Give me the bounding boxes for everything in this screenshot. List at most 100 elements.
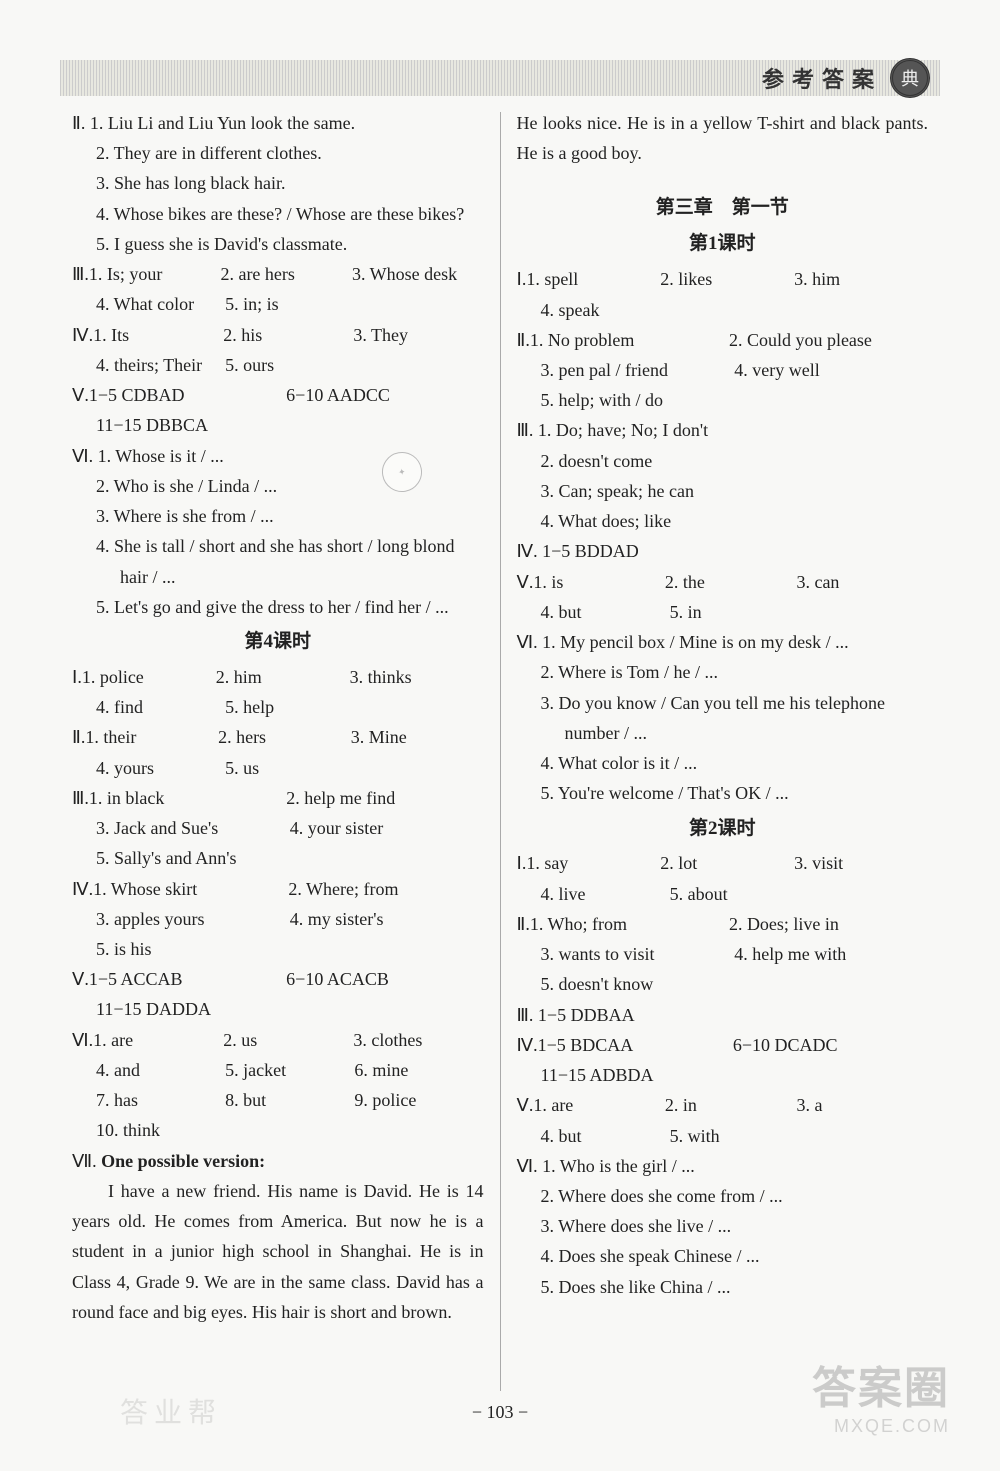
t: 2. lot — [660, 848, 794, 878]
t: 5. help — [225, 692, 354, 722]
s3: Ⅲ. 1. Do; have; No; I don't 2. doesn't c… — [517, 415, 929, 536]
lesson2-title: 第2课时 — [517, 813, 929, 845]
t: 1−5 DDBAA — [538, 1005, 635, 1025]
s2: Ⅱ. 1. No problem2. Could you please 3. p… — [517, 325, 929, 416]
t: 1. My pencil box / Mine is on my desk / … — [542, 632, 848, 652]
sec3: Ⅲ. 1. Is; your2. are hers3. Whose desk 4… — [72, 259, 484, 319]
t: 5. jacket — [225, 1055, 354, 1085]
t: hair / ... — [72, 562, 484, 592]
t: 2. us — [223, 1025, 353, 1055]
t: 2. Does; live in — [729, 909, 928, 939]
t: 1. their — [85, 722, 218, 752]
t: 4. find — [96, 692, 225, 722]
t: 1. Do; have; No; I don't — [538, 420, 708, 440]
left-column: Ⅱ. 1. Liu Li and Liu Yun look the same. … — [72, 108, 484, 1391]
t: 1. Whose skirt — [93, 874, 288, 904]
l2s6: Ⅵ. 1. Who is the girl / ... 2. Where doe… — [517, 1151, 929, 1302]
l4s4: Ⅳ. 1. Whose skirt2. Where; from 3. apple… — [72, 874, 484, 965]
t: 3. can — [796, 567, 928, 597]
t: 6−10 ACACB — [286, 964, 483, 994]
t: number / ... — [517, 718, 929, 748]
t: 5. us — [225, 753, 354, 783]
t — [354, 289, 483, 319]
t: 3. Whose desk — [352, 259, 484, 289]
t: 5. Sally's and Ann's — [72, 843, 484, 873]
t: 4. Whose bikes are these? / Whose are th… — [72, 199, 484, 229]
t: 5. Does she like China / ... — [517, 1272, 929, 1302]
t: 4. but — [541, 1121, 670, 1151]
l4s3: Ⅲ. 1. in black2. help me find 3. Jack an… — [72, 783, 484, 874]
t: 5. doesn't know — [517, 969, 929, 999]
t: 5. I guess she is David's classmate. — [72, 229, 484, 259]
s1: Ⅰ. 1. spell2. likes3. him 4. speak — [517, 264, 929, 324]
t: 4. theirs; Their — [96, 350, 225, 380]
wm-small: MXQE.COM — [812, 1416, 950, 1437]
t: 2. Where; from — [288, 874, 483, 904]
l4s5: Ⅴ. 1−5 ACCAB6−10 ACACB 11−15 DADDA — [72, 964, 484, 1024]
l2s5: Ⅴ. 1. are2. in3. a 4. but5. with — [517, 1090, 929, 1150]
t: 5. You're welcome / That's OK / ... — [517, 778, 929, 808]
t: 4. your sister — [290, 813, 484, 843]
t: 2. help me find — [286, 783, 483, 813]
t: 2. Where does she come from / ... — [517, 1181, 929, 1211]
t: 2. hers — [218, 722, 351, 752]
t: 1. are — [533, 1090, 665, 1120]
t: 2. likes — [660, 264, 794, 294]
t: 1−5 BDCAA — [538, 1030, 733, 1060]
t: 3. Where does she live / ... — [517, 1211, 929, 1241]
top-para: He looks nice. He is in a yellow T-shirt… — [517, 108, 929, 168]
t: 2. are hers — [220, 259, 352, 289]
t: 3. visit — [794, 848, 928, 878]
t: 1. Who; from — [530, 909, 729, 939]
t: 3. clothes — [353, 1025, 483, 1055]
lesson1-title: 第1课时 — [517, 228, 929, 260]
header-band: 参考答案 典 — [60, 60, 940, 96]
t: 1. Its — [93, 320, 223, 350]
t: 1−5 CDBAD — [89, 380, 286, 410]
t: 2. in — [665, 1090, 797, 1120]
t: 8. but — [225, 1085, 354, 1115]
t: 4. my sister's — [290, 904, 484, 934]
t: 4. speak — [517, 295, 929, 325]
t: 6. mine — [354, 1055, 483, 1085]
sec4: Ⅳ. 1. Its2. his3. They 4. theirs; Their5… — [72, 320, 484, 380]
t: 4. live — [541, 879, 670, 909]
sec5: Ⅴ. 1−5 CDBAD6−10 AADCC 11−15 DBBCA — [72, 380, 484, 440]
t: 1. in black — [89, 783, 286, 813]
t: 6−10 AADCC — [286, 380, 483, 410]
l2s1: Ⅰ. 1. say2. lot3. visit 4. live5. about — [517, 848, 929, 908]
header-title: 参考答案 — [762, 62, 882, 94]
ch3-title: 第三章 第一节 — [517, 192, 929, 224]
right-column: He looks nice. He is in a yellow T-shirt… — [517, 108, 929, 1391]
t: 11−15 DADDA — [72, 994, 484, 1024]
t: 1−5 ACCAB — [89, 964, 286, 994]
t: 7. has — [96, 1085, 225, 1115]
t: 5. in; is — [225, 289, 354, 319]
t: 3. pen pal / friend — [541, 355, 735, 385]
t: 3. a — [796, 1090, 928, 1120]
t: 1. Whose is it / ... — [98, 446, 224, 466]
l2s2: Ⅱ. 1. Who; from2. Does; live in 3. wants… — [517, 909, 929, 1000]
t: 1−5 BDDAD — [542, 541, 639, 561]
l4s7: Ⅶ. One possible version: I have a new fr… — [72, 1146, 484, 1327]
watermark-left: 答业帮 — [120, 1391, 222, 1431]
t: 4. very well — [734, 355, 928, 385]
t: 4. help me with — [734, 939, 928, 969]
t: 3. Jack and Sue's — [96, 813, 290, 843]
header-seal: 典 — [890, 58, 930, 98]
t: 3. Do you know / Can you tell me his tel… — [517, 688, 929, 718]
t: 3. wants to visit — [541, 939, 735, 969]
t: 3. thinks — [350, 662, 484, 692]
wm-big: 答案圈 — [812, 1352, 950, 1416]
t: 3. apples yours — [96, 904, 290, 934]
t: 3. Mine — [351, 722, 484, 752]
l2s4: Ⅳ. 1−5 BDCAA6−10 DCADC 11−15 ADBDA — [517, 1030, 929, 1090]
t: 1. police — [82, 662, 216, 692]
t: 1. Is; your — [89, 259, 221, 289]
t: 5. in — [670, 597, 799, 627]
t: 5. help; with / do — [517, 385, 929, 415]
sec2: Ⅱ. 1. Liu Li and Liu Yun look the same. … — [72, 108, 484, 259]
t: One possible version: — [101, 1151, 265, 1171]
column-divider — [500, 112, 501, 1391]
t: 2. Could you please — [729, 325, 928, 355]
